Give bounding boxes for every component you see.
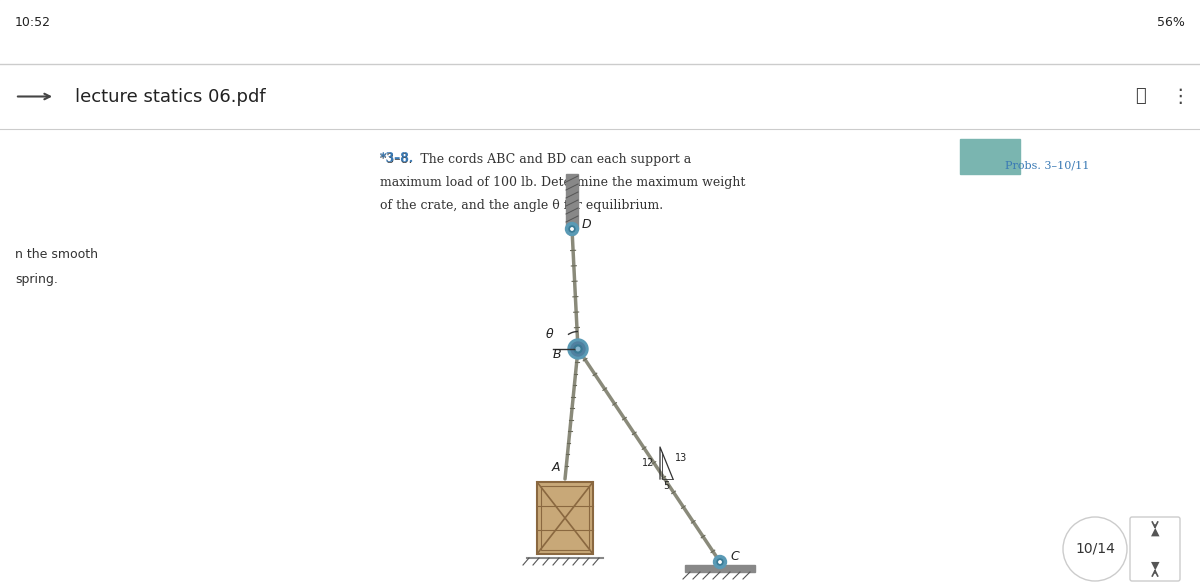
Text: ⎕: ⎕	[1135, 88, 1145, 106]
Bar	[685, 565, 755, 572]
Circle shape	[576, 347, 580, 351]
Text: n the smooth: n the smooth	[14, 248, 98, 260]
Bar	[0, 0, 1200, 64]
Text: Probs. 3–10/11: Probs. 3–10/11	[1006, 161, 1090, 171]
Text: 56%: 56%	[1157, 16, 1186, 29]
Circle shape	[571, 342, 586, 356]
Text: D: D	[582, 217, 592, 231]
Bar	[541, 486, 589, 550]
Circle shape	[574, 345, 582, 353]
Text: maximum load of 100 lb. Determine the maximum weight: maximum load of 100 lb. Determine the ma…	[380, 176, 745, 189]
Text: 5: 5	[664, 481, 670, 491]
FancyBboxPatch shape	[538, 482, 593, 554]
Circle shape	[571, 228, 574, 230]
Text: spring.: spring.	[14, 273, 58, 286]
Circle shape	[718, 559, 722, 565]
Text: lecture statics 06.pdf: lecture statics 06.pdf	[74, 88, 265, 106]
Text: C: C	[730, 551, 739, 564]
Text: ⋮: ⋮	[1170, 87, 1189, 106]
Text: 12: 12	[642, 458, 654, 468]
Circle shape	[565, 223, 578, 235]
Text: $\theta$: $\theta$	[545, 327, 554, 341]
Bar	[960, 139, 1020, 174]
Text: ▲: ▲	[1151, 527, 1159, 537]
Circle shape	[568, 339, 588, 359]
Text: 13: 13	[674, 453, 686, 463]
Bar	[0, 129, 1200, 584]
Text: *3–8.: *3–8.	[380, 152, 414, 165]
Bar	[0, 64, 1200, 129]
Text: *3–8.  The cords ABC and BD can each support a: *3–8. The cords ABC and BD can each supp…	[380, 152, 691, 165]
FancyBboxPatch shape	[1130, 517, 1180, 581]
Text: 10/14: 10/14	[1075, 542, 1115, 556]
Text: ▼: ▼	[1151, 561, 1159, 571]
Circle shape	[714, 555, 726, 568]
Text: B: B	[552, 347, 562, 360]
Circle shape	[719, 561, 721, 563]
Circle shape	[1063, 517, 1127, 581]
Text: 10:52: 10:52	[14, 16, 50, 29]
Text: A: A	[552, 461, 560, 474]
Bar	[566, 174, 578, 229]
Text: of the crate, and the angle θ for equilibrium.: of the crate, and the angle θ for equili…	[380, 199, 664, 211]
Circle shape	[569, 226, 575, 232]
